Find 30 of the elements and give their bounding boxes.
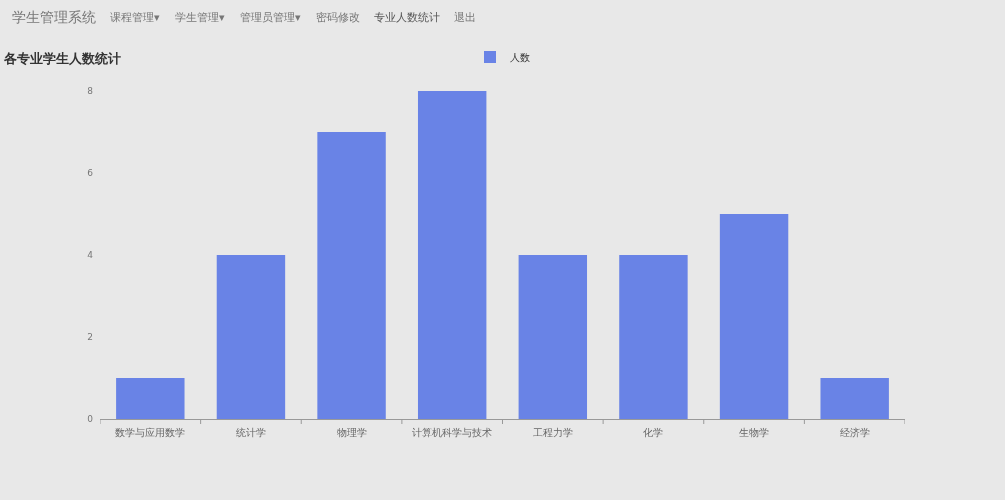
y-tick-label: 4 [87,250,94,261]
bar [820,378,889,419]
bar [619,255,688,419]
bar [116,378,185,419]
x-tick-label: 生物学 [739,427,770,438]
x-tick-label: 工程力学 [532,427,573,438]
y-tick-label: 0 [87,414,94,425]
y-tick-label: 6 [87,168,94,179]
bar [417,91,487,419]
chart-title: 各专业学生人数统计 [3,50,121,66]
x-tick-label: 化学 [643,427,664,438]
text: 专业人数统计 [374,11,440,24]
legend-label: 人数 [510,51,530,63]
y-tick-label: 2 [87,332,93,343]
text: 学生管理▾ [175,11,225,24]
y-tick-label: 8 [87,86,94,97]
x-tick-label: 计算机科学与技术 [412,427,493,438]
text: 退出 [454,11,476,24]
bar [317,132,386,419]
x-tick-label: 统计学 [235,427,266,438]
text: 课程管理▾ [110,11,160,24]
bar [518,255,588,419]
x-tick-label: 数学与应用数学 [115,427,186,438]
text: 密码修改 [316,11,360,24]
bar [719,214,789,419]
x-tick-label: 物理学 [336,427,367,438]
text: 学生管理系统 [12,9,96,25]
text: 管理员管理▾ [240,11,301,24]
x-tick-label: 经济学 [839,427,870,438]
bar [216,255,286,419]
